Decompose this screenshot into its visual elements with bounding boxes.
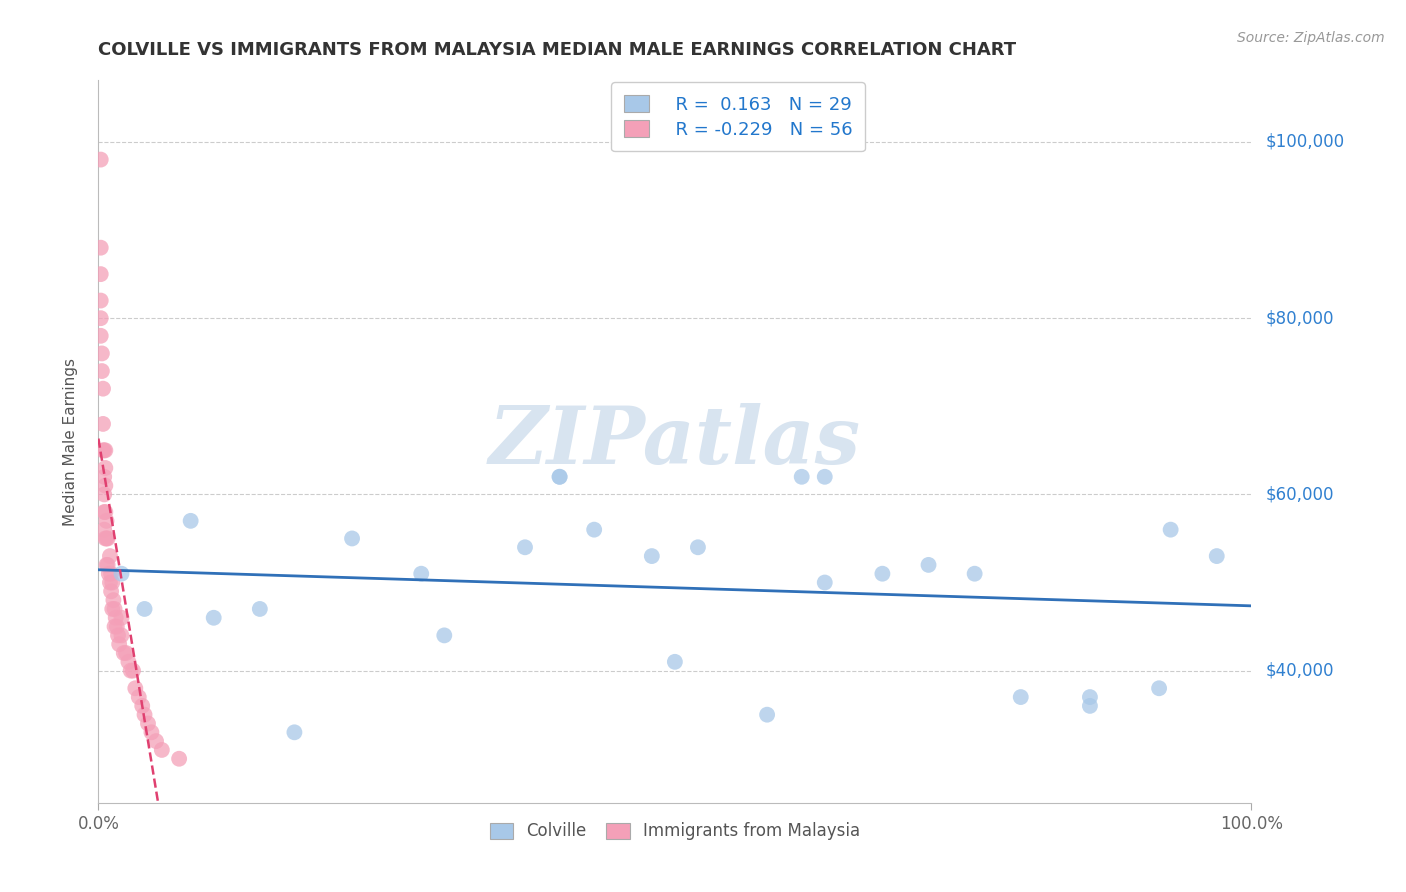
Point xyxy=(1160,523,1182,537)
Point xyxy=(790,470,813,484)
Point xyxy=(96,514,118,528)
Point xyxy=(96,558,118,572)
Point xyxy=(411,566,433,581)
Point xyxy=(97,558,120,572)
Point xyxy=(94,532,117,546)
Point xyxy=(94,478,117,492)
Text: $60,000: $60,000 xyxy=(1265,485,1334,503)
Point xyxy=(90,241,112,255)
Point xyxy=(756,707,779,722)
Point xyxy=(103,619,125,633)
Point xyxy=(141,725,163,739)
Point xyxy=(110,566,132,581)
Point xyxy=(93,470,115,484)
Point xyxy=(548,470,571,484)
Point xyxy=(97,566,120,581)
Point xyxy=(115,646,138,660)
Point xyxy=(1078,690,1101,704)
Point xyxy=(105,619,128,633)
Point xyxy=(917,558,939,572)
Point xyxy=(108,637,131,651)
Point xyxy=(583,523,606,537)
Point xyxy=(112,646,135,660)
Point xyxy=(91,443,114,458)
Point xyxy=(100,566,122,581)
Point xyxy=(94,443,117,458)
Point xyxy=(686,541,709,555)
Point xyxy=(814,575,837,590)
Point xyxy=(641,549,664,563)
Point xyxy=(283,725,305,739)
Point xyxy=(340,532,363,546)
Point xyxy=(103,593,125,607)
Point xyxy=(101,575,124,590)
Point xyxy=(110,628,132,642)
Point xyxy=(433,628,456,642)
Point xyxy=(134,602,156,616)
Point xyxy=(101,602,124,616)
Point xyxy=(94,461,117,475)
Point xyxy=(122,664,145,678)
Point xyxy=(1147,681,1170,696)
Point xyxy=(180,514,202,528)
Point xyxy=(117,655,139,669)
Legend: Colville, Immigrants from Malaysia: Colville, Immigrants from Malaysia xyxy=(481,814,869,848)
Point xyxy=(90,346,112,360)
Point xyxy=(93,443,115,458)
Point xyxy=(93,505,115,519)
Point xyxy=(91,382,114,396)
Point xyxy=(202,611,225,625)
Text: $40,000: $40,000 xyxy=(1265,662,1334,680)
Point xyxy=(1205,549,1227,563)
Point xyxy=(150,743,173,757)
Point xyxy=(90,364,112,378)
Point xyxy=(94,505,117,519)
Point xyxy=(513,541,536,555)
Point xyxy=(90,311,112,326)
Text: Source: ZipAtlas.com: Source: ZipAtlas.com xyxy=(1237,31,1385,45)
Point xyxy=(128,690,150,704)
Point xyxy=(136,716,159,731)
Point xyxy=(103,602,125,616)
Point xyxy=(134,707,156,722)
Point xyxy=(93,523,115,537)
Text: ZIPatlas: ZIPatlas xyxy=(489,403,860,480)
Point xyxy=(548,470,571,484)
Point xyxy=(90,153,112,167)
Point xyxy=(1010,690,1032,704)
Point xyxy=(664,655,686,669)
Text: COLVILLE VS IMMIGRANTS FROM MALAYSIA MEDIAN MALE EARNINGS CORRELATION CHART: COLVILLE VS IMMIGRANTS FROM MALAYSIA MED… xyxy=(98,41,1017,59)
Point xyxy=(91,417,114,431)
Point xyxy=(872,566,894,581)
Point xyxy=(90,293,112,308)
Point xyxy=(98,549,121,563)
Point xyxy=(167,752,190,766)
Point xyxy=(104,611,127,625)
Y-axis label: Median Male Earnings: Median Male Earnings xyxy=(63,358,77,525)
Text: $80,000: $80,000 xyxy=(1265,310,1334,327)
Point xyxy=(145,734,167,748)
Point xyxy=(110,611,132,625)
Point xyxy=(107,628,129,642)
Point xyxy=(90,328,112,343)
Point xyxy=(814,470,837,484)
Point xyxy=(963,566,986,581)
Point xyxy=(249,602,271,616)
Point xyxy=(1078,698,1101,713)
Point xyxy=(124,681,146,696)
Text: $100,000: $100,000 xyxy=(1265,133,1344,151)
Point xyxy=(93,487,115,501)
Point xyxy=(100,584,122,599)
Point xyxy=(96,532,118,546)
Point xyxy=(97,532,120,546)
Point xyxy=(98,575,121,590)
Point xyxy=(120,664,142,678)
Point xyxy=(131,698,153,713)
Point xyxy=(90,267,112,281)
